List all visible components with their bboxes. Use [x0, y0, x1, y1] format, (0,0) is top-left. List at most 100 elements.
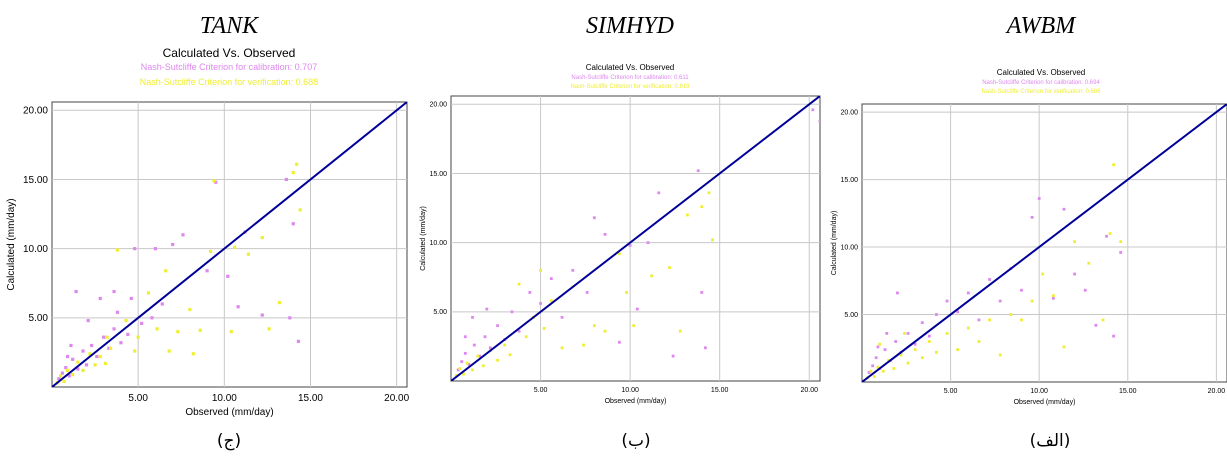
- x-tick-label: 10.00: [212, 393, 237, 404]
- verification-point: [105, 335, 109, 339]
- x-axis-label: Observed (mm/day): [1014, 399, 1076, 406]
- calibration-point: [988, 278, 991, 281]
- verification-point: [977, 340, 981, 343]
- calibration-point: [528, 291, 532, 294]
- calibration-point: [549, 277, 553, 281]
- calibration-point: [57, 377, 61, 381]
- y-tick-label: 20.00: [23, 106, 48, 117]
- y-tick-label: 5.00: [844, 312, 858, 319]
- verification-point: [873, 375, 876, 379]
- verification-point: [155, 327, 159, 331]
- verification-point: [465, 361, 469, 365]
- panel-caption: (ج): [217, 431, 241, 451]
- verification-point: [103, 361, 108, 366]
- calibration-point: [998, 299, 1002, 303]
- calibration-point: [1073, 272, 1077, 276]
- verification-point: [869, 369, 873, 373]
- calibration-point: [119, 341, 123, 345]
- calibration-point: [818, 119, 820, 123]
- verification-point: [700, 205, 704, 209]
- calibration-point: [628, 244, 632, 247]
- verification-point: [277, 301, 282, 305]
- y-tick-label: 15.00: [429, 171, 447, 178]
- calibration-point: [140, 321, 144, 325]
- calibration-point: [64, 366, 68, 370]
- verification-point: [524, 335, 528, 339]
- y-tick-label: 10.00: [23, 244, 48, 255]
- calibration-point: [945, 299, 949, 303]
- verification-point: [549, 299, 553, 303]
- calibration-point: [260, 313, 264, 317]
- calibration-point: [65, 354, 70, 359]
- verification-point: [927, 340, 931, 343]
- verification-point: [1041, 272, 1045, 276]
- calibration-point: [463, 335, 467, 339]
- verification-point: [539, 268, 542, 272]
- calibration-point: [1094, 323, 1098, 327]
- calibration-point: [291, 222, 295, 226]
- verification-point: [542, 327, 546, 330]
- x-tick-label: 5.00: [944, 388, 958, 395]
- calibration-point: [129, 296, 133, 301]
- plot-content: [862, 104, 1227, 382]
- verification-point: [164, 269, 168, 273]
- calibration-point: [485, 307, 489, 311]
- verification-point: [632, 324, 636, 328]
- calibration-point: [71, 357, 75, 361]
- x-tick-label: 5.00: [534, 387, 548, 394]
- calibration-point: [913, 342, 917, 346]
- calibration-point: [463, 351, 467, 355]
- verification-point: [560, 346, 564, 350]
- verification-point: [887, 359, 890, 362]
- calibration-point: [1062, 207, 1066, 211]
- calibration-point: [1051, 296, 1055, 300]
- calibration-point: [460, 360, 464, 364]
- calibration-point: [90, 343, 94, 348]
- calibration-point: [635, 307, 639, 311]
- verification-point: [136, 335, 140, 339]
- calibration-point: [160, 302, 164, 306]
- verification-point: [88, 352, 92, 356]
- verification-point: [1119, 240, 1123, 244]
- chart-panel-2: SIMHYD Calculated Vs. Observed Nash-Sutcli…: [420, 13, 821, 451]
- verification-point: [93, 363, 97, 367]
- verification-point: [603, 329, 607, 333]
- verification-point: [881, 369, 885, 373]
- calibration-point: [467, 362, 471, 366]
- calibration-point: [510, 310, 514, 314]
- calibration-point: [69, 343, 73, 348]
- verification-point: [208, 249, 213, 254]
- panel-caption: (ب): [621, 431, 650, 451]
- calibration-point: [95, 354, 99, 359]
- model-title: AWBM: [1005, 13, 1077, 39]
- verification-point: [115, 248, 120, 252]
- y-tick-label: 20.00: [840, 109, 858, 116]
- plot-content: [52, 102, 407, 387]
- verification-point: [686, 213, 689, 217]
- chart-panel-1: TANK Calculated Vs. Observed Nash-Sutcliff…: [6, 13, 410, 451]
- y-tick-label: 15.00: [840, 177, 858, 184]
- y-tick-label: 20.00: [429, 102, 447, 109]
- model-title: SIMHYD: [586, 13, 674, 39]
- calibration-point: [226, 274, 230, 278]
- calibration-point: [560, 315, 564, 319]
- verification-point: [454, 374, 458, 377]
- verification-point: [582, 343, 585, 347]
- verification-criterion-text: Nash-Sutcliffe Criterion for verificatio…: [140, 77, 318, 87]
- calibration-point: [76, 367, 80, 371]
- calibration-point: [236, 305, 240, 309]
- calibration-point: [920, 321, 924, 325]
- verification-point: [913, 348, 917, 352]
- calibration-point: [472, 343, 476, 347]
- calibration-point: [471, 315, 474, 319]
- calibration-point: [977, 318, 981, 322]
- x-tick-label: 15.00: [298, 393, 323, 404]
- verification-point: [617, 252, 621, 256]
- calibration-point: [703, 346, 707, 350]
- calibration-point: [883, 348, 887, 352]
- calibration-point: [1112, 334, 1116, 338]
- calibration-point: [885, 332, 889, 335]
- verification-point: [298, 208, 302, 212]
- verification-point: [462, 372, 465, 376]
- calibration-point: [74, 289, 78, 294]
